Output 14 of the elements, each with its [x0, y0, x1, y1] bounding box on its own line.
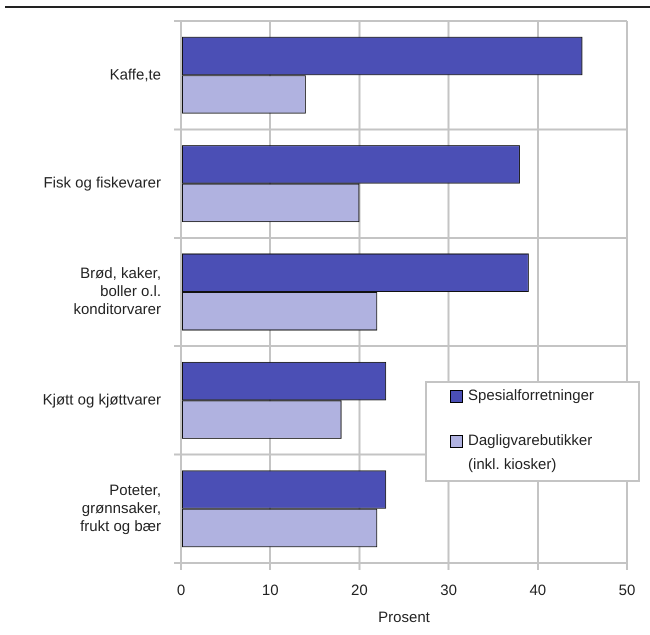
- x-tick-label: 50: [618, 582, 636, 600]
- y-tick-label: Fisk og fiskevarer: [43, 174, 161, 192]
- x-tick-label: 30: [440, 582, 457, 600]
- legend-label: Dagligvarebutikker (inkl. kiosker): [468, 431, 594, 475]
- x-tick-label: 10: [262, 582, 279, 600]
- legend-label: Spesialforretninger: [468, 386, 594, 406]
- x-tick-label: 20: [351, 582, 368, 600]
- y-tick-label: Poteter, grønnsaker, frukt og bær: [80, 482, 161, 535]
- x-axis-title: Prosent: [378, 609, 431, 626]
- x-tick-label: 40: [529, 582, 546, 600]
- x-tick-label: 0: [176, 582, 186, 600]
- y-tick-label: Kjøtt og kjøttvarer: [42, 392, 162, 409]
- y-tick-label: Brød, kaker, boller o.l. konditorvarer: [73, 265, 161, 318]
- y-tick-label: Kaffe,te: [110, 66, 161, 84]
